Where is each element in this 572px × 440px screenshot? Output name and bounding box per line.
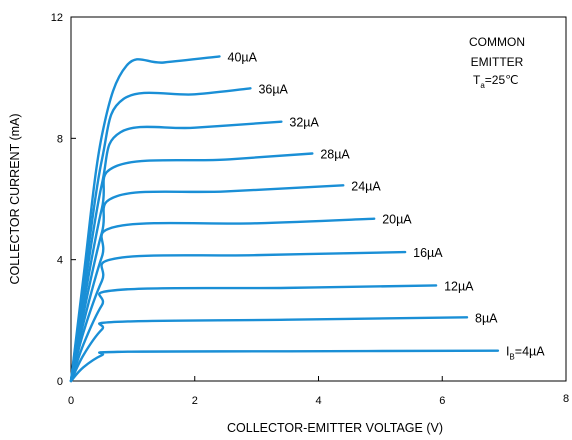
y-tick-label: 0 bbox=[57, 376, 63, 388]
annotation-line-common: COMMON bbox=[469, 35, 525, 49]
y-axis-title: COLLECTOR CURRENT (mA) bbox=[8, 113, 22, 284]
curve-label: 36µA bbox=[258, 82, 288, 96]
x-tick-label: 2 bbox=[192, 395, 198, 407]
curve-ib-24ua bbox=[69, 184, 345, 383]
curve-ib-12ua bbox=[69, 284, 438, 383]
curve-label: 32µA bbox=[289, 116, 319, 130]
curve-group bbox=[69, 55, 500, 383]
x-tick-label: 0 bbox=[68, 395, 74, 407]
curve-ib-16ua bbox=[69, 250, 407, 383]
curve-ib-4ua bbox=[69, 349, 500, 383]
y-tick-label: 12 bbox=[51, 12, 63, 24]
conditions-annotation: COMMON EMITTER Ta=25℃ bbox=[469, 35, 525, 90]
curve-label-subscript: B bbox=[509, 353, 514, 362]
curve-ib-40ua bbox=[69, 55, 221, 383]
curve-label: IB=4µA bbox=[506, 345, 545, 362]
curve-ib-28ua bbox=[69, 152, 314, 383]
curve-label: 20µA bbox=[382, 213, 412, 227]
curve-label: 16µA bbox=[413, 246, 443, 260]
curve-label: 12µA bbox=[444, 279, 474, 293]
curve-label: 40µA bbox=[228, 50, 258, 64]
curve-label: 8µA bbox=[475, 311, 498, 325]
x-tick-label: 6 bbox=[439, 395, 445, 407]
annotation-line-emitter: EMITTER bbox=[471, 55, 524, 69]
plot-frame bbox=[70, 16, 567, 382]
curve-label-symbol: I bbox=[506, 345, 509, 359]
curve-label-value: =4µA bbox=[515, 345, 545, 359]
x-tick-label: 4 bbox=[315, 395, 321, 407]
y-tick-label: 4 bbox=[57, 255, 63, 267]
curve-ib-8ua bbox=[69, 316, 469, 383]
curve-label: 24µA bbox=[351, 179, 381, 193]
curve-ib-36ua bbox=[69, 87, 252, 383]
annotation-temp-subscript: a bbox=[480, 81, 485, 90]
y-axis-ticks: 0 4 8 12 bbox=[51, 12, 76, 388]
annotation-temp-symbol: T bbox=[473, 73, 481, 87]
annotation-temp-value: =25℃ bbox=[485, 73, 519, 87]
x-tick-label: 8 bbox=[563, 393, 569, 405]
annotation-line-temperature: Ta=25℃ bbox=[473, 73, 519, 90]
y-tick-label: 8 bbox=[57, 133, 63, 145]
x-axis-title: COLLECTOR-EMITTER VOLTAGE (V) bbox=[227, 421, 443, 435]
curve-ib-20ua bbox=[69, 217, 376, 383]
curve-label-group: IB=4µA 8µA 12µA 16µA 20µA 24µA 28µA 32µA 36µA 40µ… bbox=[228, 50, 546, 361]
curve-label: 28µA bbox=[320, 148, 350, 162]
